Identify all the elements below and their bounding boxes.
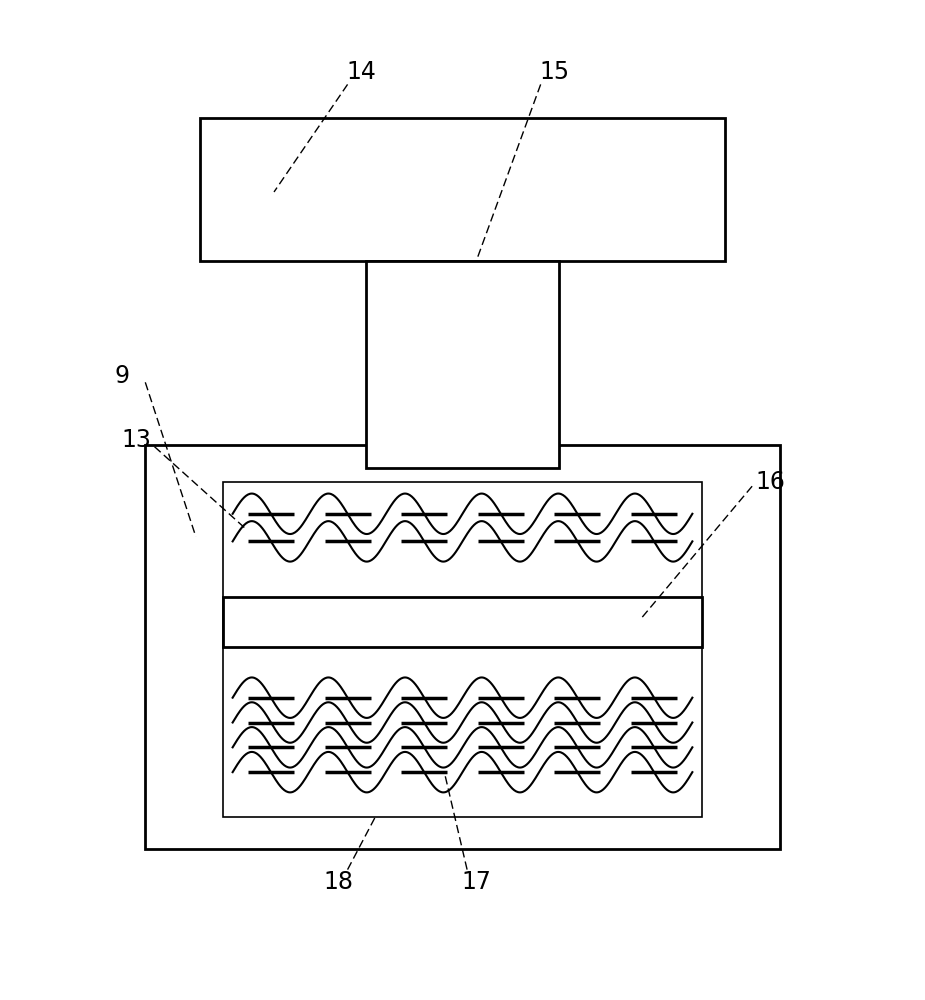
Bar [224,482,701,817]
Bar [368,426,557,449]
Text: 16: 16 [756,470,785,494]
Bar [366,261,559,468]
Text: 9: 9 [115,364,130,388]
Text: 15: 15 [539,60,570,84]
Text: 14: 14 [347,60,376,84]
Text: 13: 13 [121,428,151,452]
Bar [201,118,724,261]
Bar [224,597,701,647]
Text: 18: 18 [324,870,353,894]
Bar [145,445,780,849]
Text: 17: 17 [462,870,491,894]
